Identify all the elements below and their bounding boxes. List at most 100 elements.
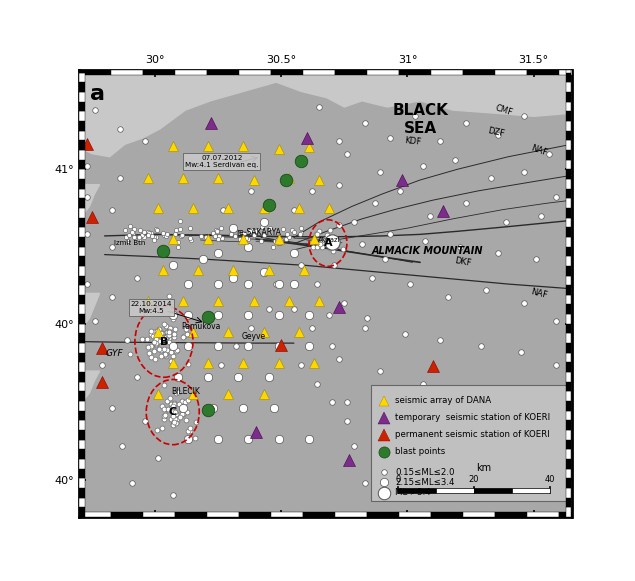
Bar <box>207 512 239 517</box>
Bar <box>566 169 572 179</box>
Bar <box>566 314 572 324</box>
Bar <box>144 70 175 75</box>
Bar <box>464 70 495 75</box>
Text: Pamukova: Pamukova <box>181 321 220 331</box>
Text: 2.15≤ML≤3.4: 2.15≤ML≤3.4 <box>396 478 455 487</box>
Bar <box>79 314 85 324</box>
Bar <box>527 512 559 517</box>
Bar <box>566 304 572 314</box>
Bar <box>79 102 85 111</box>
Bar <box>79 363 85 372</box>
Bar <box>566 353 572 363</box>
Bar <box>79 179 85 189</box>
Bar <box>79 401 85 411</box>
Bar <box>79 169 85 179</box>
Bar <box>111 512 144 517</box>
Bar <box>79 83 85 92</box>
Bar <box>79 382 85 392</box>
Bar <box>566 343 572 353</box>
Bar <box>566 507 572 517</box>
Bar <box>566 266 572 275</box>
Bar <box>79 421 85 430</box>
Bar <box>464 512 495 517</box>
Bar <box>566 246 572 256</box>
Text: BILECIK: BILECIK <box>171 387 200 396</box>
Bar <box>79 73 85 83</box>
Bar <box>79 459 85 469</box>
Bar <box>566 382 572 392</box>
Bar <box>566 459 572 469</box>
Bar <box>79 440 85 450</box>
Text: NAF: NAF <box>530 287 548 300</box>
Text: 40: 40 <box>545 475 556 484</box>
Bar <box>566 450 572 459</box>
Bar <box>566 285 572 295</box>
Bar <box>79 160 85 169</box>
Bar <box>79 372 85 382</box>
Bar <box>79 324 85 333</box>
Text: blast points: blast points <box>396 447 446 456</box>
Bar <box>335 512 367 517</box>
Text: Akyazi: Akyazi <box>318 237 340 243</box>
Bar <box>175 512 207 517</box>
Bar <box>398 487 436 493</box>
Bar <box>335 70 367 75</box>
Text: permanent seismic station of KOERI: permanent seismic station of KOERI <box>396 431 550 439</box>
Bar <box>566 488 572 498</box>
Bar <box>566 372 572 382</box>
Bar <box>566 160 572 169</box>
Bar <box>79 411 85 421</box>
Bar <box>79 353 85 363</box>
Bar <box>566 421 572 430</box>
Text: re-SAKARYA: re-SAKARYA <box>236 228 281 237</box>
Text: 07.07.2012
Mw:4.1 Serdivan eq.: 07.07.2012 Mw:4.1 Serdivan eq. <box>185 155 258 168</box>
Bar <box>566 121 572 131</box>
Text: 20: 20 <box>469 475 479 484</box>
Bar <box>79 488 85 498</box>
Polygon shape <box>79 70 572 157</box>
Bar <box>79 295 85 304</box>
Bar <box>79 140 85 150</box>
Bar <box>559 512 572 517</box>
Text: CMF: CMF <box>493 103 513 117</box>
Bar <box>79 121 85 131</box>
FancyBboxPatch shape <box>371 385 568 501</box>
Text: BLACK
SEA: BLACK SEA <box>392 103 448 135</box>
Bar <box>271 70 304 75</box>
Bar <box>79 208 85 217</box>
Bar <box>566 256 572 266</box>
Bar <box>79 343 85 353</box>
Bar <box>495 512 527 517</box>
Bar <box>79 131 85 140</box>
Polygon shape <box>79 185 100 213</box>
Bar <box>512 487 551 493</box>
Text: KDF: KDF <box>404 136 422 146</box>
Bar <box>79 217 85 227</box>
Bar <box>436 487 474 493</box>
Bar <box>79 333 85 343</box>
Text: DKF: DKF <box>454 256 472 268</box>
Bar <box>79 507 85 517</box>
Bar <box>559 70 572 75</box>
Bar <box>566 324 572 333</box>
Bar <box>566 208 572 217</box>
Text: a: a <box>90 84 105 104</box>
Bar <box>367 512 399 517</box>
Bar <box>79 469 85 478</box>
Bar <box>79 189 85 198</box>
Bar <box>79 512 111 517</box>
Bar <box>79 430 85 440</box>
Bar <box>566 131 572 140</box>
Bar <box>79 498 85 507</box>
Text: temporary  seismic station of KOERI: temporary seismic station of KOERI <box>396 413 551 422</box>
Text: NAF: NAF <box>529 144 548 157</box>
Text: km: km <box>476 464 491 474</box>
Bar <box>566 111 572 121</box>
Bar <box>239 512 271 517</box>
Bar <box>566 275 572 285</box>
Bar <box>566 83 572 92</box>
Polygon shape <box>79 371 100 399</box>
Bar <box>566 70 572 73</box>
Bar <box>566 333 572 343</box>
Bar <box>566 150 572 160</box>
